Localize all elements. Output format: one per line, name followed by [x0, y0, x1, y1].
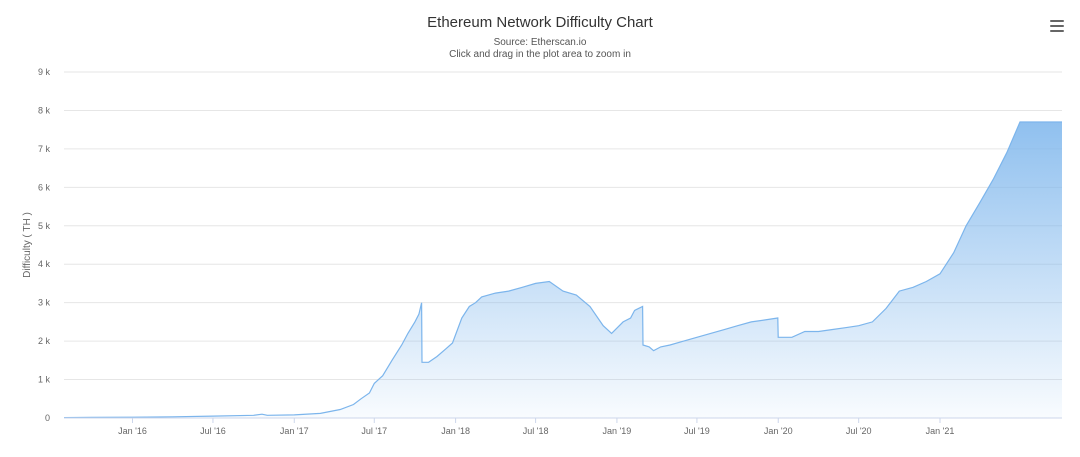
chart-source: Source: Etherscan.io	[493, 37, 587, 48]
menu-bar	[1050, 30, 1064, 32]
y-tick-label: 2 k	[38, 336, 51, 346]
series-group	[63, 121, 1062, 419]
y-axis-title: Difficulty ( TH )	[22, 212, 33, 278]
y-tick-label: 9 k	[38, 67, 51, 77]
x-tick-label: Jan '20	[764, 426, 793, 436]
y-tick-label: 6 k	[38, 182, 51, 192]
difficulty-area	[64, 122, 1062, 418]
x-tick-label: Jan '16	[118, 426, 147, 436]
hamburger-menu-icon[interactable]	[1050, 20, 1064, 34]
x-tick-label: Jan '19	[603, 426, 632, 436]
y-tick-label: 3 k	[38, 298, 51, 308]
x-tick-label: Jul '16	[200, 426, 226, 436]
zoom-hint: Click and drag in the plot area to zoom …	[449, 49, 631, 60]
x-tick-label: Jan '17	[280, 426, 309, 436]
y-tick-label: 7 k	[38, 144, 51, 154]
y-tick-label: 0	[45, 413, 50, 423]
x-tick-label: Jul '19	[684, 426, 710, 436]
y-tick-label: 8 k	[38, 105, 51, 115]
x-tick-label: Jan '18	[441, 426, 470, 436]
x-axis-ticks: Jan '16 Jul '16 Jan '17 Jul '17 Jan '18 Jul '…	[118, 418, 954, 436]
x-tick-label: Jul '18	[523, 426, 549, 436]
x-tick-label: Jan '21	[926, 426, 955, 436]
menu-bar	[1050, 20, 1064, 22]
x-tick-label: Jul '20	[846, 426, 872, 436]
y-tick-label: 4 k	[38, 259, 51, 269]
x-tick-label: Jul '17	[361, 426, 387, 436]
chart-subtitle: Source: Etherscan.io Click and drag in t…	[0, 37, 1080, 61]
y-tick-label: 1 k	[38, 375, 51, 385]
chart-title: Ethereum Network Difficulty Chart	[427, 14, 653, 31]
difficulty-line	[63, 121, 1062, 419]
y-axis-ticks: 0 1 k 2 k 3 k 4 k 5 k 6 k 7 k 8 k 9 k	[38, 67, 51, 423]
menu-bar	[1050, 25, 1064, 27]
y-tick-label: 5 k	[38, 221, 51, 231]
